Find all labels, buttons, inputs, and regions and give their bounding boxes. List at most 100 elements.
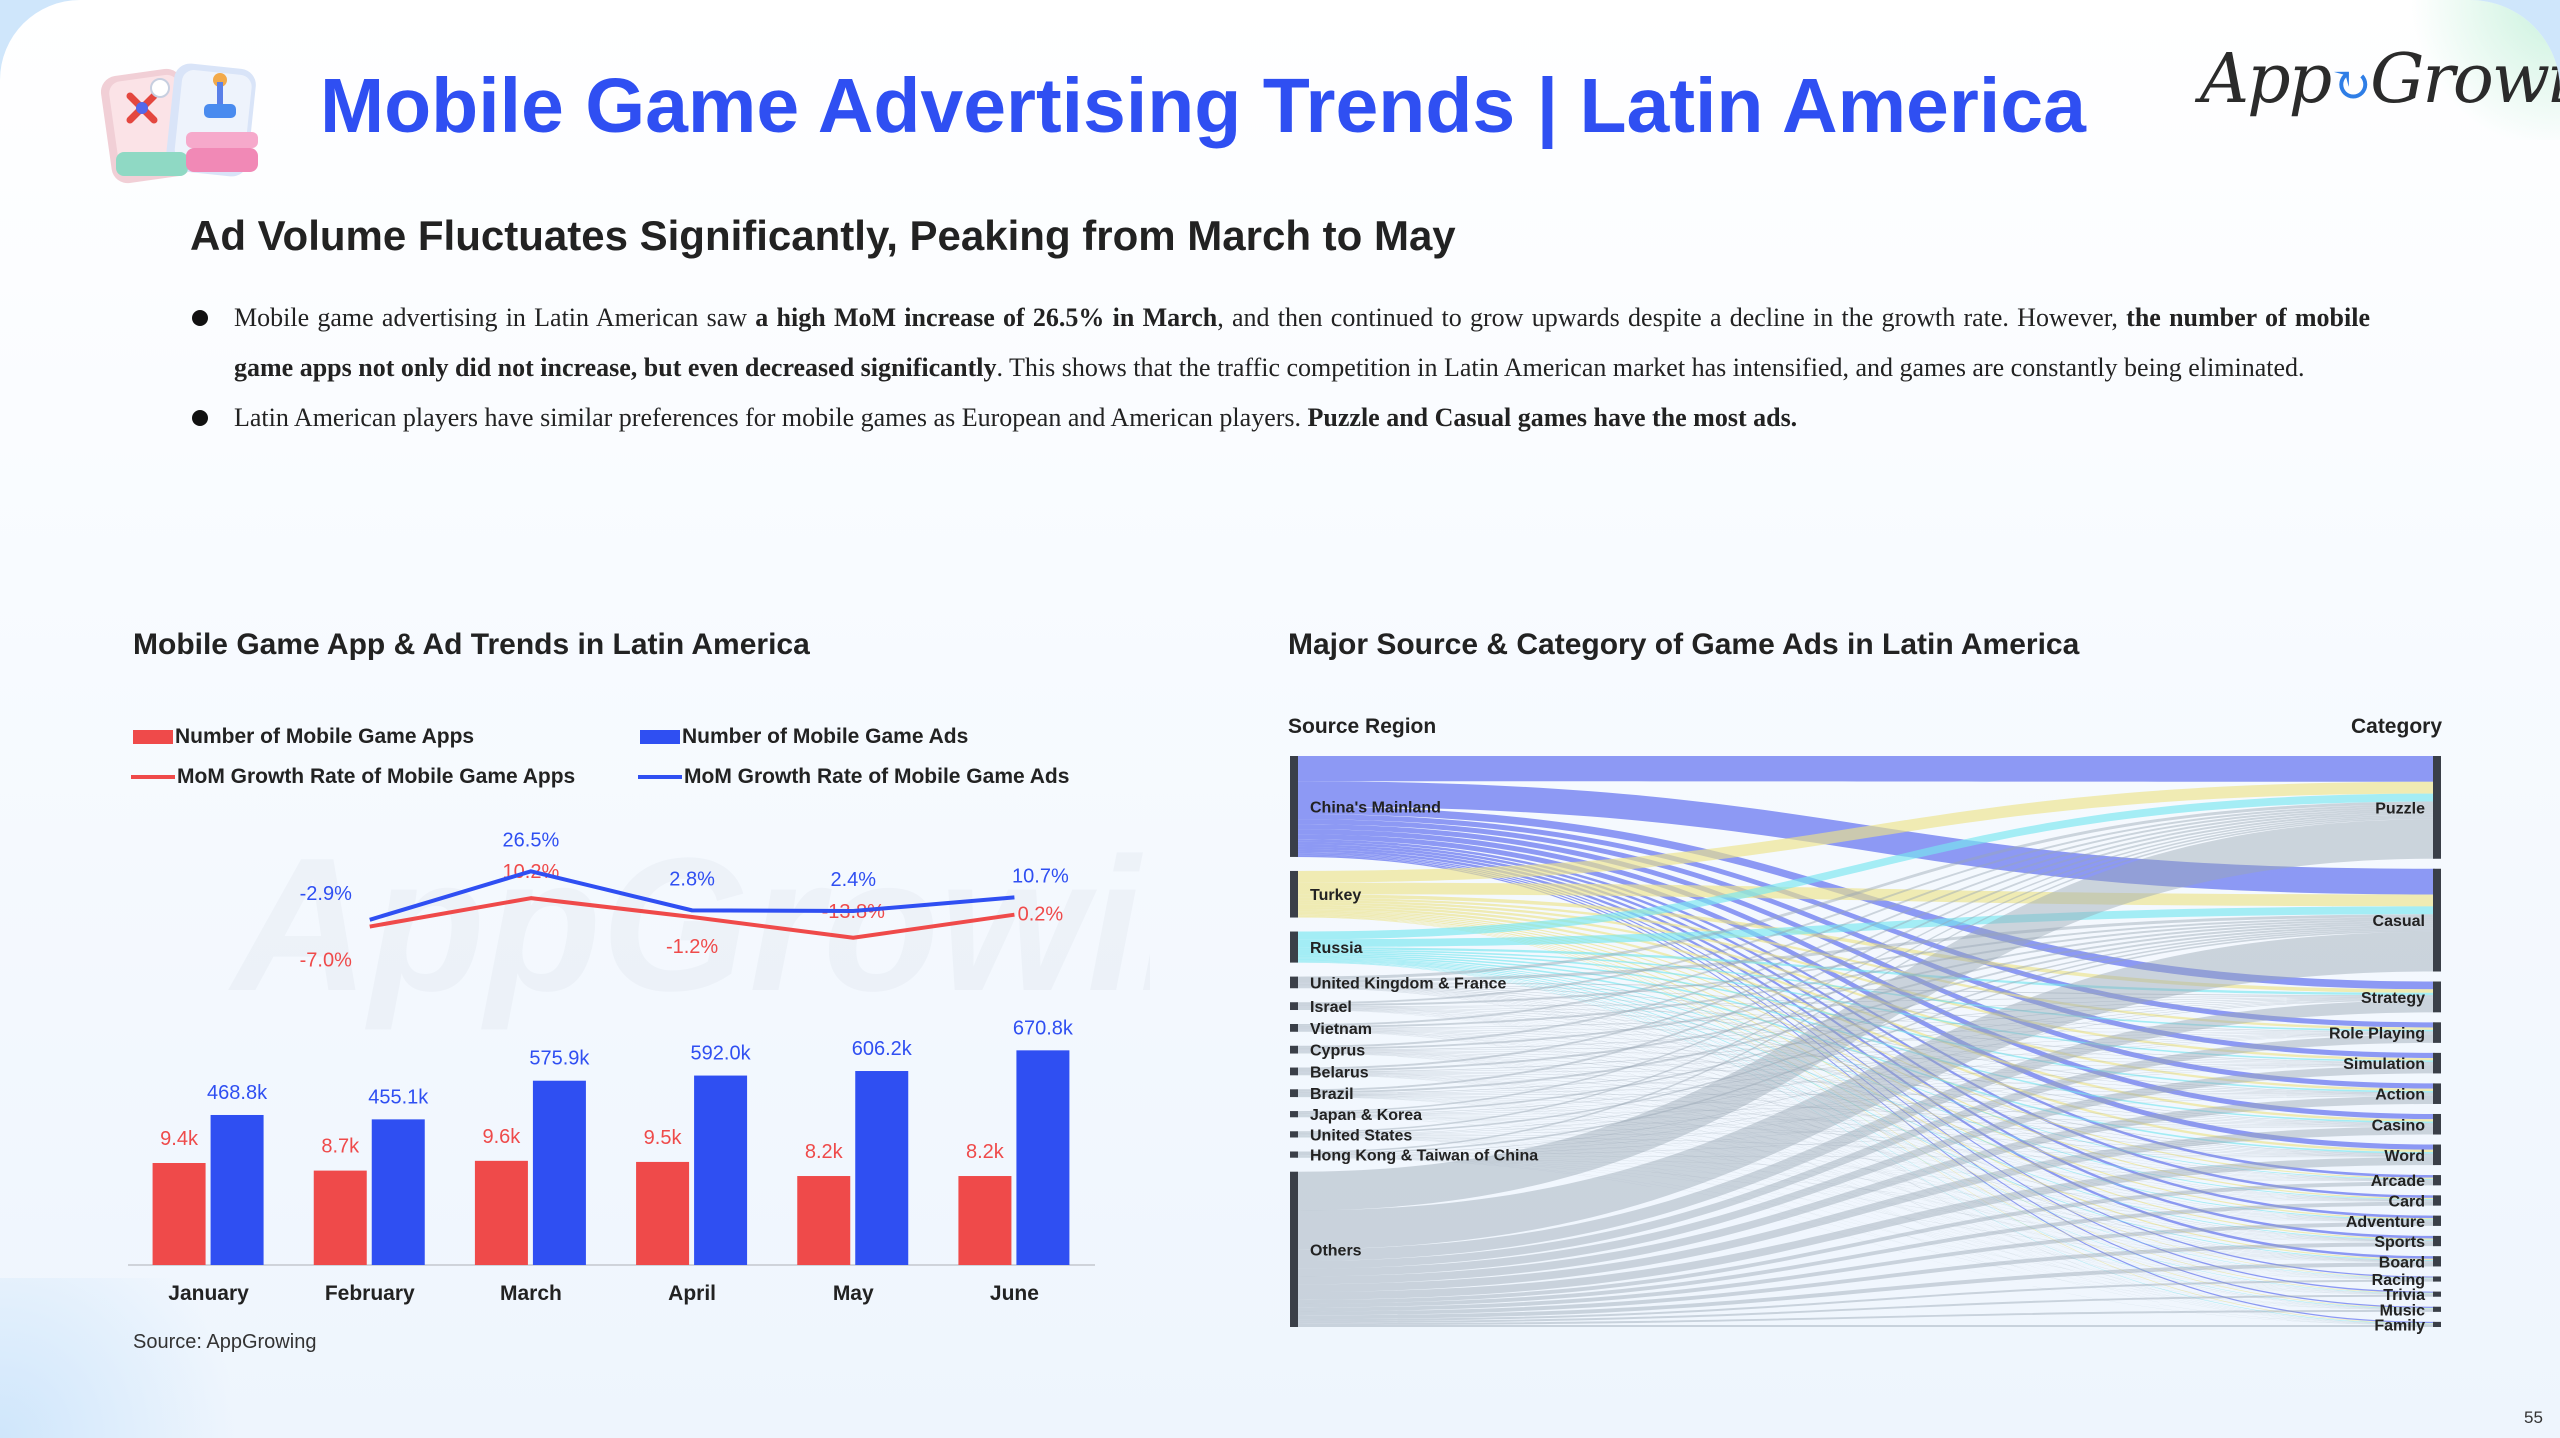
sankey-flow xyxy=(1296,851,2435,1278)
data-label-apps: 9.4k xyxy=(160,1128,199,1150)
source-label: Israel xyxy=(1310,999,1352,1016)
sankey-flow xyxy=(1296,1096,2435,1280)
sankey-flow xyxy=(1296,911,2435,1220)
sankey-flow xyxy=(1296,853,2435,1293)
sankey-flow xyxy=(1296,814,2435,1028)
sankey-flow xyxy=(1296,1065,2435,1277)
sankey-flow xyxy=(1296,1075,2435,1295)
growth-label: 10.7% xyxy=(1012,865,1069,887)
bar-ads xyxy=(532,1080,586,1265)
source-label: Others xyxy=(1310,1242,1362,1259)
sankey-flow xyxy=(1296,1052,2435,1262)
sankey-flow xyxy=(1296,915,2435,1294)
corner-decoration xyxy=(0,1278,300,1438)
data-label-apps: 8.7k xyxy=(321,1136,360,1158)
legend-line xyxy=(638,775,682,780)
sankey-flow xyxy=(1296,1117,2435,1325)
sankey-flow xyxy=(1296,1136,2435,1222)
bullet-text: , and then continued to grow upwards des… xyxy=(1217,303,2127,332)
sankey-flow xyxy=(1296,999,2435,1135)
sankey-flow xyxy=(1296,986,2435,1180)
sankey-flow xyxy=(1296,1008,2435,1155)
category-node xyxy=(2433,756,2441,859)
category-label: Puzzle xyxy=(2375,800,2425,817)
growth-label: 2.4% xyxy=(830,869,876,891)
sankey-flow xyxy=(1296,1156,2435,1222)
bar-apps xyxy=(313,1170,367,1265)
category-node xyxy=(2433,1022,2441,1043)
category-node xyxy=(2433,868,2441,972)
sankey-flow xyxy=(1296,781,2435,883)
sankey-flow xyxy=(1296,846,2435,1239)
sankey-flow xyxy=(1296,1325,2435,1327)
category-node xyxy=(2433,1235,2441,1247)
sankey-flow xyxy=(1296,1137,2435,1310)
data-label-apps: 8.2k xyxy=(966,1141,1005,1163)
source-label: Japan & Korea xyxy=(1310,1107,1422,1124)
source-node xyxy=(1290,1171,1298,1327)
sankey-flow xyxy=(1296,1095,2435,1156)
appgrowing-logo: App↻Growing xyxy=(2200,40,2560,119)
sankey-flow xyxy=(1296,1073,2435,1156)
category-node xyxy=(2433,1321,2441,1327)
bar-ads xyxy=(371,1119,425,1265)
sankey-flow xyxy=(1296,1030,2435,1201)
bullet-text: Mobile game advertising in Latin America… xyxy=(234,303,756,332)
source-label: China's Mainland xyxy=(1310,799,1441,816)
sankey-flow xyxy=(1296,1074,2435,1222)
sankey-flow xyxy=(1296,1000,2435,1261)
sankey-flow xyxy=(1296,829,2435,1120)
sankey-flow xyxy=(1296,958,2435,1221)
sankey-flow xyxy=(1296,1009,2435,1221)
sankey-flow xyxy=(1296,930,2435,1155)
sankey-flow xyxy=(1296,1096,2435,1222)
sankey-flow xyxy=(1296,1051,2435,1156)
sankey-flow xyxy=(1296,1072,2435,1095)
sankey-flow xyxy=(1296,1034,2435,1156)
sankey-flow xyxy=(1296,844,2435,1219)
bar-apps xyxy=(636,1161,690,1265)
bullet-text: . This shows that the traffic competitio… xyxy=(996,353,2305,382)
sankey-flow xyxy=(1296,882,2435,907)
sankey-flow xyxy=(1296,1009,2435,1241)
sankey-flow xyxy=(1296,1075,2435,1325)
sankey-flow xyxy=(1296,928,2435,1135)
sankey-flow xyxy=(1296,1031,2435,1295)
sankey-flow xyxy=(1296,997,2435,1073)
category-node xyxy=(2433,1215,2441,1226)
sankey-flow xyxy=(1296,985,2435,1124)
category-label: Trivia xyxy=(2383,1287,2425,1304)
sankey-flow xyxy=(1296,1094,2435,1126)
category-node xyxy=(2433,1113,2441,1135)
sankey-flow xyxy=(1296,952,2435,1093)
sankey-flow xyxy=(1296,804,2435,1005)
sankey-flow xyxy=(1296,1031,2435,1262)
sankey-flow xyxy=(1296,1201,2435,1308)
sankey-flow xyxy=(1296,817,2435,1154)
sankey-flow xyxy=(1296,1033,2435,1073)
sankey-flow xyxy=(1296,957,2435,1200)
data-label-ads: 606.2k xyxy=(852,1038,913,1060)
sankey-flow xyxy=(1296,955,2435,1154)
sankey-flow xyxy=(1296,1116,2435,1182)
category-node xyxy=(2433,1291,2441,1297)
data-label-ads: 592.0k xyxy=(691,1043,752,1065)
sankey-flow xyxy=(1296,909,2435,1179)
sankey-flow xyxy=(1296,814,2435,1113)
sankey-flow xyxy=(1296,834,2435,1150)
legend-swatch xyxy=(133,730,173,745)
category-node xyxy=(2433,1306,2441,1312)
sankey-flow xyxy=(1296,839,2435,1178)
growth-label: -2.9% xyxy=(300,883,352,905)
sankey-flow xyxy=(1296,919,2435,1028)
sankey-flow xyxy=(1296,1008,2435,1201)
sankey-flow xyxy=(1296,1126,2435,1293)
sankey-flow xyxy=(1296,1064,2435,1136)
sankey-flow xyxy=(1296,1053,2435,1310)
source-node xyxy=(1290,1151,1298,1158)
sankey-flow xyxy=(1296,1116,2435,1202)
growth-label: -7.0% xyxy=(300,950,352,972)
data-label-apps: 9.6k xyxy=(483,1126,522,1148)
bar-ads xyxy=(210,1114,264,1265)
